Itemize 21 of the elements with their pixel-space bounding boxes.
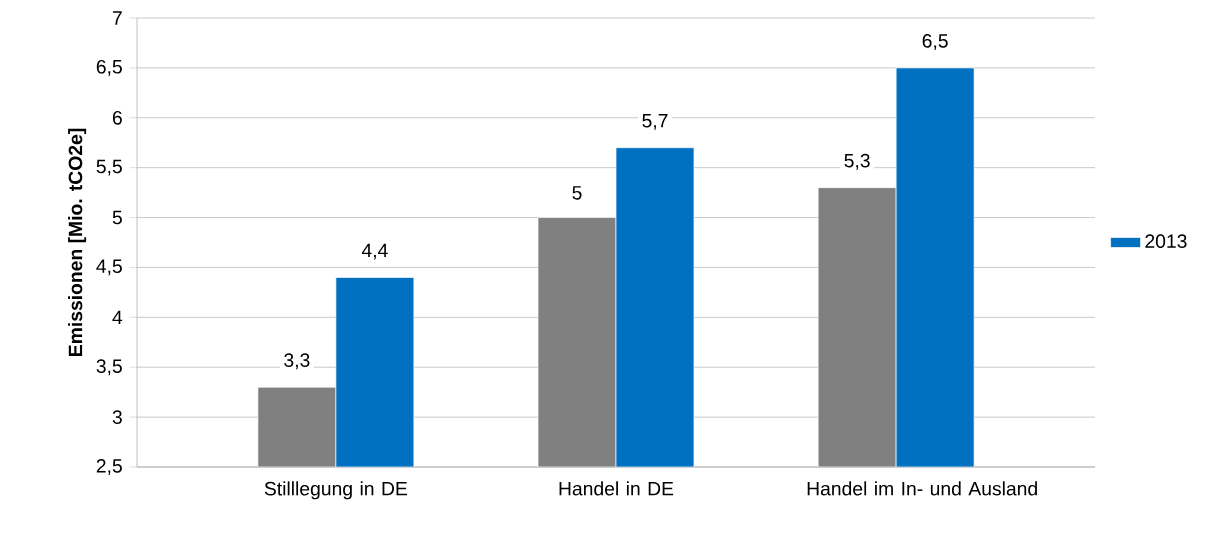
y-tick-label: 5 (112, 210, 122, 225)
y-axis-title: Emissionen [Mio. tCO2e] (68, 128, 87, 356)
data-label: 5,7 (642, 114, 668, 130)
data-label: 3,3 (284, 353, 310, 370)
data-label: 5,3 (844, 153, 870, 170)
y-tick-label: 6,5 (96, 59, 122, 76)
y-tick-label: 2,5 (96, 459, 122, 475)
data-label: 6,5 (922, 34, 948, 50)
y-tick-label: 3,5 (96, 359, 122, 376)
y-tick-label: 4,5 (96, 259, 122, 276)
x-tick-label: Handel im In- und Ausland (807, 481, 1037, 496)
x-tick-label: Stilllegung in DE (264, 481, 407, 500)
legend-label: 2013 (1145, 234, 1187, 248)
y-tick-label: 7 (112, 11, 122, 25)
y-tick-label: 3 (112, 410, 122, 424)
y-tick-label: 6 (112, 110, 122, 125)
data-label: 5 (572, 186, 582, 200)
y-tick-label: 5,5 (96, 159, 122, 176)
data-label: 4,4 (361, 243, 388, 260)
x-tick-label: Handel in DE (559, 481, 674, 496)
y-tick-label: 4 (112, 310, 123, 324)
